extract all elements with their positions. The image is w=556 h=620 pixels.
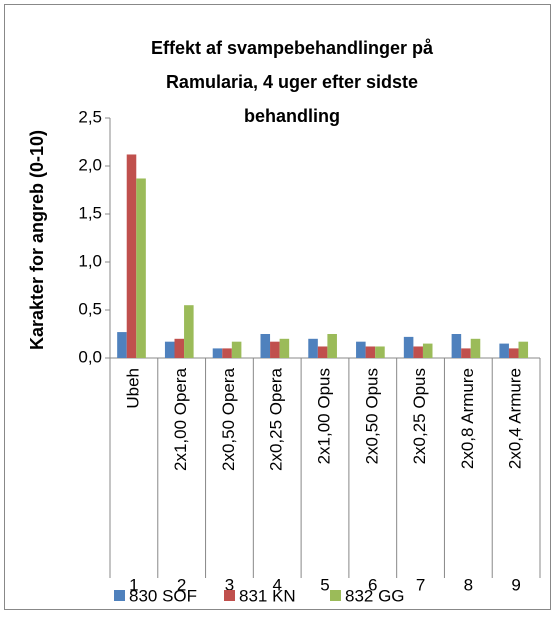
x-category-label: 2x0,50 Opus [362,368,381,464]
chart-border [4,4,551,610]
y-tick-label: 2,5 [78,107,102,126]
bar [279,338,290,358]
x-category-label: 2x0,4 Armure [506,368,525,469]
bar [317,346,328,358]
legend-label: 830 SOF [129,586,197,605]
bar [499,343,509,358]
bar [212,348,223,358]
bar [260,334,271,358]
bar [518,341,529,358]
legend-swatch [330,590,341,601]
x-tick-label: 5 [320,575,329,594]
bar [231,341,242,358]
chart-title: Ramularia, 4 uger efter sidste [166,72,418,92]
legend-label: 831 KN [239,586,296,605]
x-category-label: 2x0,50 Opera [219,367,238,471]
y-tick-label: 0,5 [78,299,102,318]
bar [308,338,318,358]
y-tick-label: 0,0 [78,347,102,366]
bar [184,305,194,358]
x-tick-label: 3 [225,575,234,594]
bar [327,334,337,358]
legend-swatch [224,590,235,601]
legend-swatch [114,590,125,601]
x-tick-label: 9 [511,575,520,594]
chart-title: behandling [244,106,340,126]
bar [270,341,280,358]
bar [222,348,232,358]
bar [356,341,366,358]
bar [422,343,433,358]
x-tick-label: 4 [272,575,281,594]
bar [451,334,462,358]
x-category-label: 2x0,25 Opus [410,368,429,464]
bar [126,154,137,358]
x-tick-label: 8 [464,575,473,594]
bar [136,178,146,358]
bar [365,346,376,358]
bar [508,348,519,358]
chart-title: Effekt af svampebehandlinger på [151,38,434,58]
bar [174,338,185,358]
legend-label: 832 GG [345,586,405,605]
x-category-label: 2x1,00 Opera [171,367,190,471]
bar [413,346,423,358]
x-category-label: Ubeh [123,368,142,409]
x-tick-label: 6 [368,575,377,594]
y-tick-label: 1,5 [78,203,102,222]
y-axis-label: Karakter for angreb (0-10) [27,130,47,350]
x-category-label: 2x0,25 Opera [267,367,286,471]
bar [403,336,414,358]
y-tick-label: 1,0 [78,251,102,270]
bar [461,348,471,358]
bar [375,346,385,358]
x-tick-label: 1 [129,575,138,594]
x-category-label: 2x0,8 Armure [458,368,477,469]
bar [164,341,175,358]
x-category-label: 2x1,00 Opus [314,368,333,464]
y-tick-label: 2,0 [78,155,102,174]
bar [117,332,127,358]
bar [470,338,481,358]
x-tick-label: 7 [416,575,425,594]
x-tick-label: 2 [177,575,186,594]
